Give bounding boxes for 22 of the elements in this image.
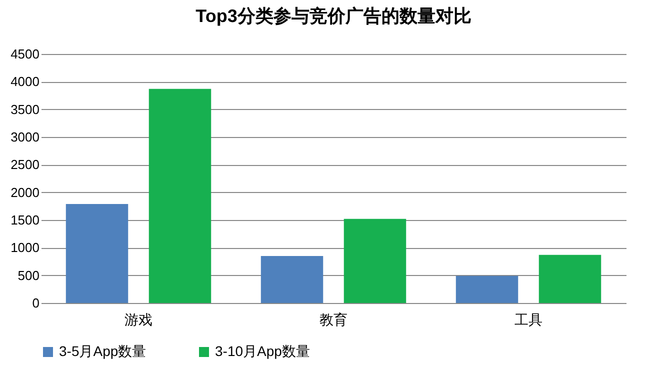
y-tick-label: 2500 — [10, 157, 40, 172]
bar — [148, 88, 212, 303]
y-tick-label: 1500 — [10, 212, 40, 228]
legend-label: 3-10月App数量 — [215, 343, 310, 359]
y-tick-label: 500 — [18, 268, 40, 283]
x-tick-label: 游戏 — [124, 312, 152, 328]
y-tick-label: 1000 — [10, 240, 40, 256]
y-tick-label: 4000 — [10, 74, 40, 90]
y-tick-label: 2000 — [10, 184, 40, 200]
x-tick-label: 工具 — [514, 312, 542, 328]
y-tick-label: 0 — [32, 296, 40, 310]
bar — [538, 254, 602, 303]
y-tick-label: 3500 — [10, 102, 40, 117]
bar — [66, 204, 128, 303]
bar — [456, 276, 518, 303]
y-tick-label: 3000 — [10, 130, 40, 144]
chart-title: Top3分类参与竞价广告的数量对比 — [196, 6, 472, 26]
bar — [344, 218, 406, 303]
bar — [260, 256, 324, 303]
y-tick-label: 4500 — [10, 46, 40, 62]
legend-label: 3-5月App数量 — [59, 343, 146, 359]
x-tick-label: 教育 — [320, 312, 348, 328]
